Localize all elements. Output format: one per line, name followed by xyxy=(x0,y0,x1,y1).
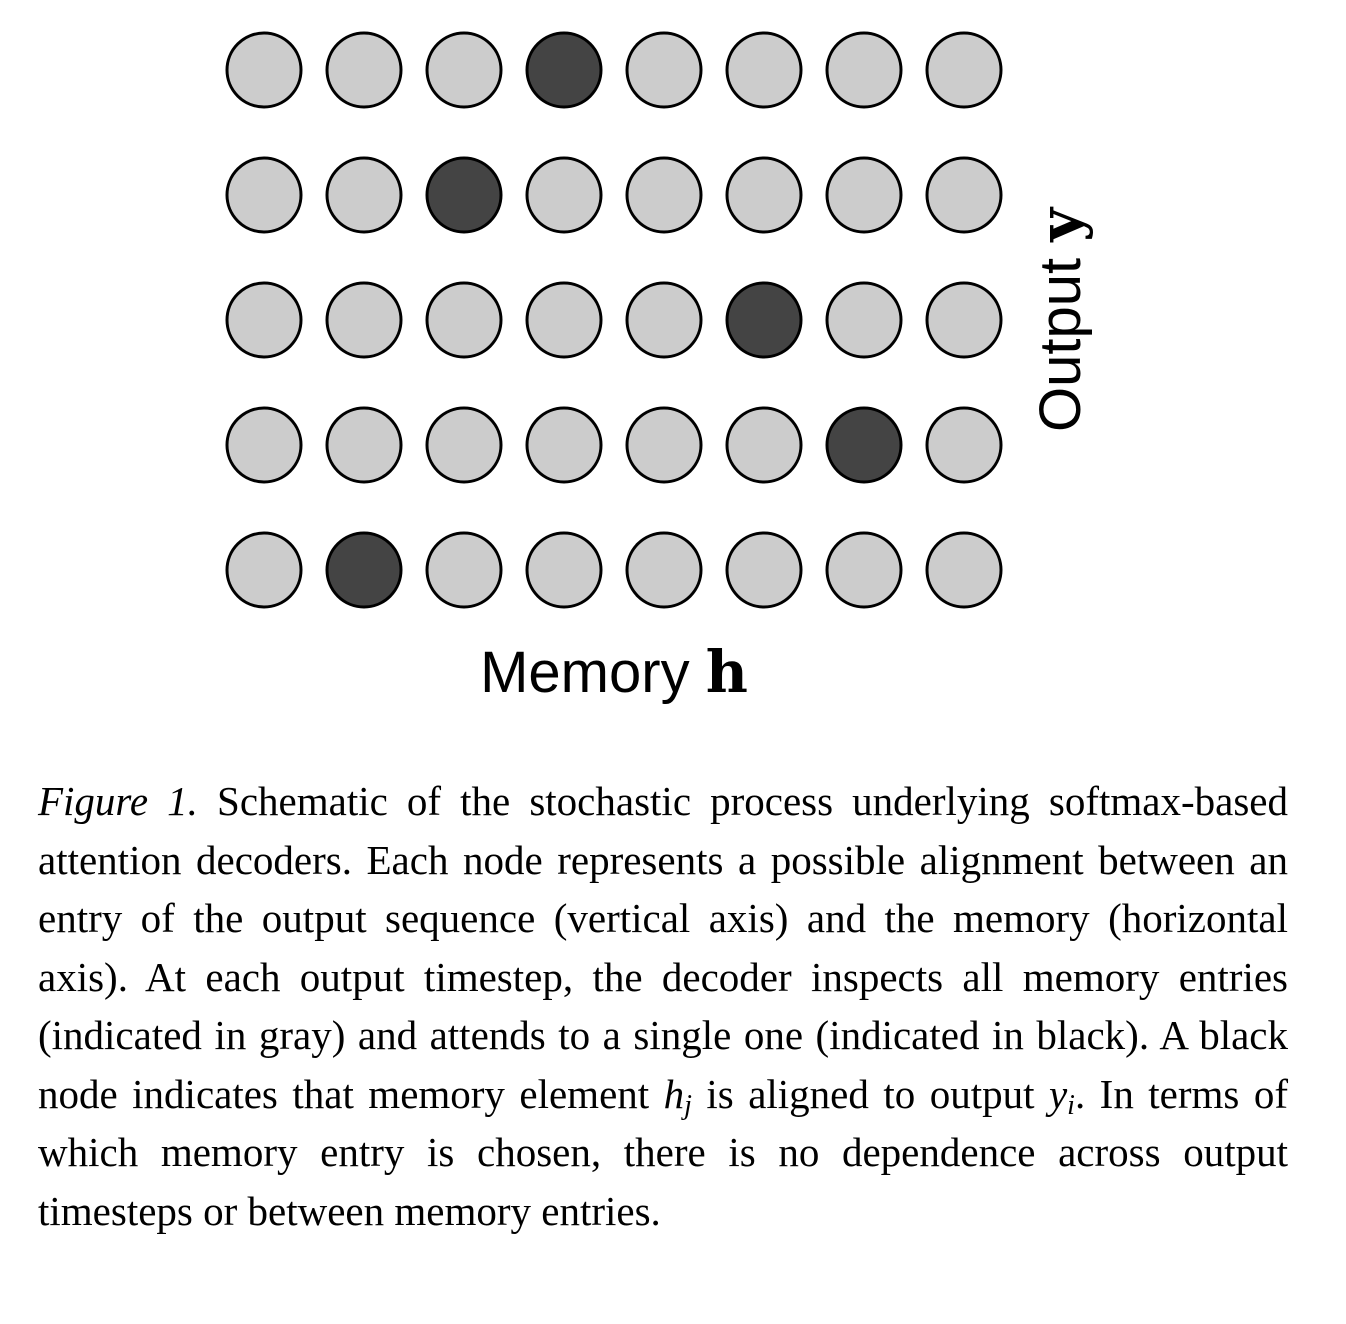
caption-math-h-subscript: j xyxy=(684,1089,692,1121)
caption-math-y-symbol: y xyxy=(1048,1070,1068,1117)
alignment-node xyxy=(925,406,1003,484)
alignment-node xyxy=(625,281,703,359)
alignment-node xyxy=(925,531,1003,609)
x-axis-label-symbol: h xyxy=(706,638,748,706)
alignment-node-active xyxy=(825,406,903,484)
caption-text-part3: . In terms of which memory entry is chos… xyxy=(38,1070,1288,1234)
alignment-node xyxy=(725,156,803,234)
caption-math-y: yi xyxy=(1048,1070,1075,1120)
alignment-node xyxy=(925,31,1003,109)
alignment-node xyxy=(825,156,903,234)
alignment-node xyxy=(525,406,603,484)
alignment-grid xyxy=(225,31,1003,609)
alignment-node-active xyxy=(725,281,803,359)
alignment-node xyxy=(425,281,503,359)
alignment-node xyxy=(325,406,403,484)
alignment-node xyxy=(225,531,303,609)
alignment-node-active xyxy=(425,156,503,234)
alignment-node xyxy=(825,531,903,609)
caption-figure-label: Figure 1. xyxy=(38,778,198,824)
x-axis-label: Memory h xyxy=(480,638,748,706)
alignment-node xyxy=(925,156,1003,234)
alignment-node xyxy=(425,31,503,109)
alignment-node xyxy=(525,281,603,359)
alignment-node xyxy=(425,531,503,609)
alignment-node xyxy=(825,31,903,109)
alignment-node xyxy=(225,31,303,109)
alignment-node xyxy=(725,406,803,484)
alignment-node-active xyxy=(325,531,403,609)
alignment-node xyxy=(225,156,303,234)
alignment-node xyxy=(325,156,403,234)
alignment-node xyxy=(725,31,803,109)
alignment-node xyxy=(825,281,903,359)
y-axis-label-symbol: y xyxy=(1026,206,1094,243)
y-axis-label-text: Output xyxy=(1028,258,1093,432)
alignment-node xyxy=(325,31,403,109)
alignment-node-active xyxy=(525,31,603,109)
caption-text-part1: Schematic of the stochastic process unde… xyxy=(38,778,1289,1117)
caption-math-h: hj xyxy=(663,1070,692,1120)
caption-math-h-symbol: h xyxy=(663,1070,685,1117)
alignment-node xyxy=(525,531,603,609)
alignment-node xyxy=(425,406,503,484)
x-axis-label-text: Memory xyxy=(480,640,689,705)
alignment-node xyxy=(625,531,703,609)
alignment-node xyxy=(925,281,1003,359)
alignment-node xyxy=(625,406,703,484)
alignment-node xyxy=(725,531,803,609)
y-axis-label: Output y xyxy=(1026,206,1094,432)
alignment-node xyxy=(225,281,303,359)
caption-text-part2: is aligned to output xyxy=(706,1070,1035,1117)
alignment-node xyxy=(325,281,403,359)
alignment-node xyxy=(625,156,703,234)
alignment-node xyxy=(625,31,703,109)
caption-math-y-subscript: i xyxy=(1067,1089,1075,1121)
figure-caption: Figure 1. Schematic of the stochastic pr… xyxy=(38,772,1288,1240)
alignment-node xyxy=(225,406,303,484)
alignment-node xyxy=(525,156,603,234)
alignment-diagram: Memory h Output y xyxy=(225,31,1094,706)
